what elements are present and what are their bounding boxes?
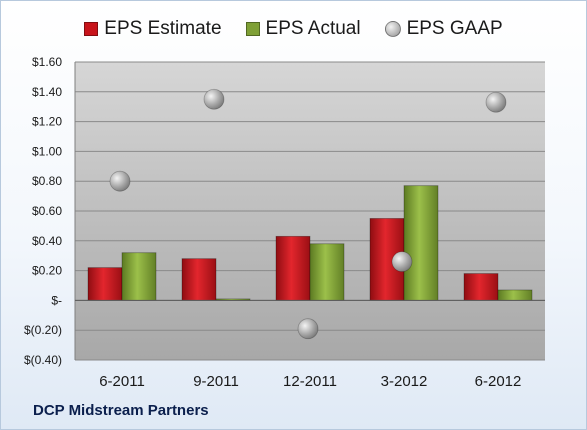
eps-gaap-point — [297, 318, 319, 340]
legend-item-eps-actual: EPS Actual — [245, 18, 361, 40]
eps-gaap-point — [485, 91, 507, 113]
y-tick-label: $0.60 — [32, 204, 62, 218]
legend-label-eps-actual: EPS Actual — [265, 18, 361, 39]
eps-actual-bar — [309, 243, 345, 301]
y-tick-label: $- — [51, 293, 62, 307]
legend-item-eps-gaap: EPS GAAP — [384, 18, 503, 40]
legend-swatch-eps-estimate — [84, 22, 99, 36]
legend-label-eps-gaap: EPS GAAP — [406, 18, 503, 39]
eps-estimate-bar — [463, 273, 499, 301]
company-name: DCP Midstream Partners — [33, 402, 209, 419]
y-tick-label: $1.00 — [32, 144, 62, 158]
x-tick-label: 6-2012 — [475, 373, 522, 390]
eps-estimate-bar — [275, 235, 311, 301]
x-tick-label: 6-2011 — [99, 373, 145, 390]
eps-gaap-point — [391, 251, 413, 273]
legend-label-eps-estimate: EPS Estimate — [104, 18, 222, 39]
y-tick-label: $(0.40) — [24, 353, 62, 367]
eps-gaap-point — [203, 88, 225, 110]
y-tick-label: $(0.20) — [24, 323, 62, 337]
legend-swatch-eps-actual — [245, 22, 260, 36]
x-tick-label: 9-2011 — [193, 373, 239, 390]
eps-actual-bar — [497, 289, 533, 301]
eps-actual-bar — [403, 185, 439, 301]
y-tick-label: $0.40 — [32, 234, 62, 248]
y-tick-label: $1.40 — [32, 85, 62, 99]
y-tick-label: $1.20 — [32, 115, 62, 129]
legend-item-eps-estimate: EPS Estimate — [84, 18, 222, 40]
legend: EPS Estimate EPS Actual EPS GAAP — [0, 16, 587, 42]
y-tick-label: $0.20 — [32, 264, 62, 278]
y-tick-label: $0.80 — [32, 174, 62, 188]
x-tick-label: 12-2011 — [283, 373, 337, 390]
eps-estimate-bar — [181, 258, 217, 301]
eps-actual-bar — [121, 252, 157, 301]
legend-swatch-eps-gaap — [384, 21, 401, 37]
eps-gaap-point — [109, 170, 131, 192]
x-tick-label: 3-2012 — [381, 373, 428, 390]
eps-estimate-bar — [87, 267, 123, 301]
y-tick-label: $1.60 — [32, 55, 62, 69]
